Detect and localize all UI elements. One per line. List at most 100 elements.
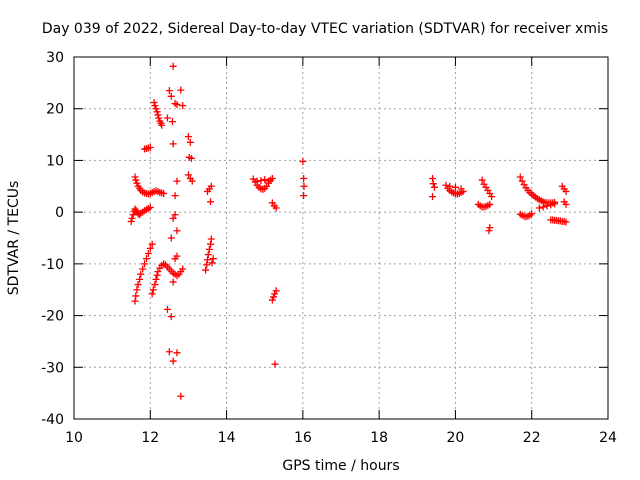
data-point	[148, 290, 156, 298]
data-point	[204, 256, 211, 264]
data-point	[146, 244, 154, 252]
x-tick-labels: 10 12 14 16 18 20 22 24	[65, 430, 617, 446]
data-point	[146, 203, 154, 211]
data-point	[144, 250, 152, 258]
y-tick-label: -40	[41, 412, 64, 428]
x-axis-label: GPS time / hours	[282, 458, 399, 474]
y-tick-label: -10	[41, 257, 64, 273]
data-point	[547, 201, 555, 209]
data-point	[168, 118, 176, 126]
data-point	[173, 177, 181, 185]
plot-frame	[73, 56, 609, 420]
data-point	[173, 101, 181, 109]
data-point	[173, 349, 181, 357]
data-point	[429, 175, 437, 183]
data-point	[132, 292, 140, 300]
data-point	[169, 140, 177, 148]
data-point	[151, 281, 159, 289]
data-point	[265, 177, 273, 185]
data-point	[207, 182, 215, 190]
data-point	[167, 234, 175, 242]
data-point	[478, 176, 486, 184]
x-tick-label: 12	[141, 430, 159, 446]
data-point	[187, 154, 195, 162]
data-point	[163, 305, 171, 313]
data-point	[535, 204, 543, 212]
y-tick-label: 20	[46, 102, 64, 118]
x-tick-label: 20	[447, 430, 465, 446]
data-point	[158, 121, 166, 129]
data-point	[207, 240, 215, 248]
data-point	[141, 260, 149, 268]
data-point	[131, 173, 139, 181]
data-point	[150, 99, 158, 107]
data-point	[154, 111, 162, 119]
grid-lines	[74, 57, 608, 419]
data-point	[562, 187, 570, 195]
data-point	[300, 175, 308, 183]
data-point	[188, 177, 196, 185]
data-point	[272, 287, 280, 295]
x-tick-label: 22	[523, 430, 541, 446]
data-point	[137, 270, 145, 278]
data-point	[148, 240, 156, 248]
data-point	[155, 114, 163, 122]
data-point	[153, 108, 161, 116]
data-point	[269, 293, 277, 301]
y-axis-label: SDTVAR / TECUs	[6, 181, 22, 296]
data-point	[152, 275, 160, 283]
data-points	[127, 62, 570, 400]
data-point	[173, 252, 181, 260]
data-point	[562, 218, 570, 226]
data-point	[518, 177, 526, 185]
data-point	[152, 105, 160, 113]
data-point	[133, 179, 141, 187]
x-tick-label: 24	[599, 430, 617, 446]
data-point	[207, 235, 215, 243]
data-point	[165, 348, 173, 356]
data-point	[184, 171, 192, 179]
data-point	[127, 217, 135, 225]
data-point	[268, 296, 276, 304]
data-point	[154, 268, 162, 276]
data-point	[486, 200, 494, 208]
data-point	[430, 183, 438, 191]
data-point	[272, 204, 280, 212]
data-point	[146, 144, 154, 151]
chart-title: Day 039 of 2022, Sidereal Day-to-day VTE…	[42, 21, 608, 37]
data-point	[151, 102, 159, 110]
data-point	[205, 245, 213, 253]
data-point	[177, 392, 185, 400]
data-point	[300, 192, 308, 200]
data-point	[128, 214, 136, 222]
x-tick-label: 10	[65, 430, 83, 446]
data-point	[457, 185, 465, 193]
data-point	[171, 211, 179, 219]
data-point	[486, 224, 494, 232]
data-point	[160, 190, 168, 198]
y-tick-label: 30	[46, 50, 64, 66]
data-point	[429, 180, 437, 188]
data-point	[173, 227, 181, 235]
x-tick-label: 18	[370, 430, 388, 446]
data-point	[203, 261, 211, 269]
data-point	[132, 176, 140, 184]
y-tick-label: 0	[55, 205, 64, 221]
data-point	[169, 278, 177, 286]
data-point	[207, 198, 215, 206]
data-point	[131, 297, 139, 305]
data-point	[300, 182, 308, 190]
data-point	[451, 183, 459, 191]
data-point	[528, 210, 536, 218]
data-point	[446, 182, 454, 190]
data-point	[485, 227, 493, 235]
data-point	[163, 114, 171, 122]
data-point	[488, 193, 496, 201]
x-tick-label: 16	[294, 430, 312, 446]
data-point	[167, 92, 175, 100]
data-point	[539, 203, 547, 211]
data-point	[133, 286, 141, 294]
data-point	[134, 281, 142, 289]
data-point	[202, 266, 210, 274]
data-point	[271, 290, 279, 298]
